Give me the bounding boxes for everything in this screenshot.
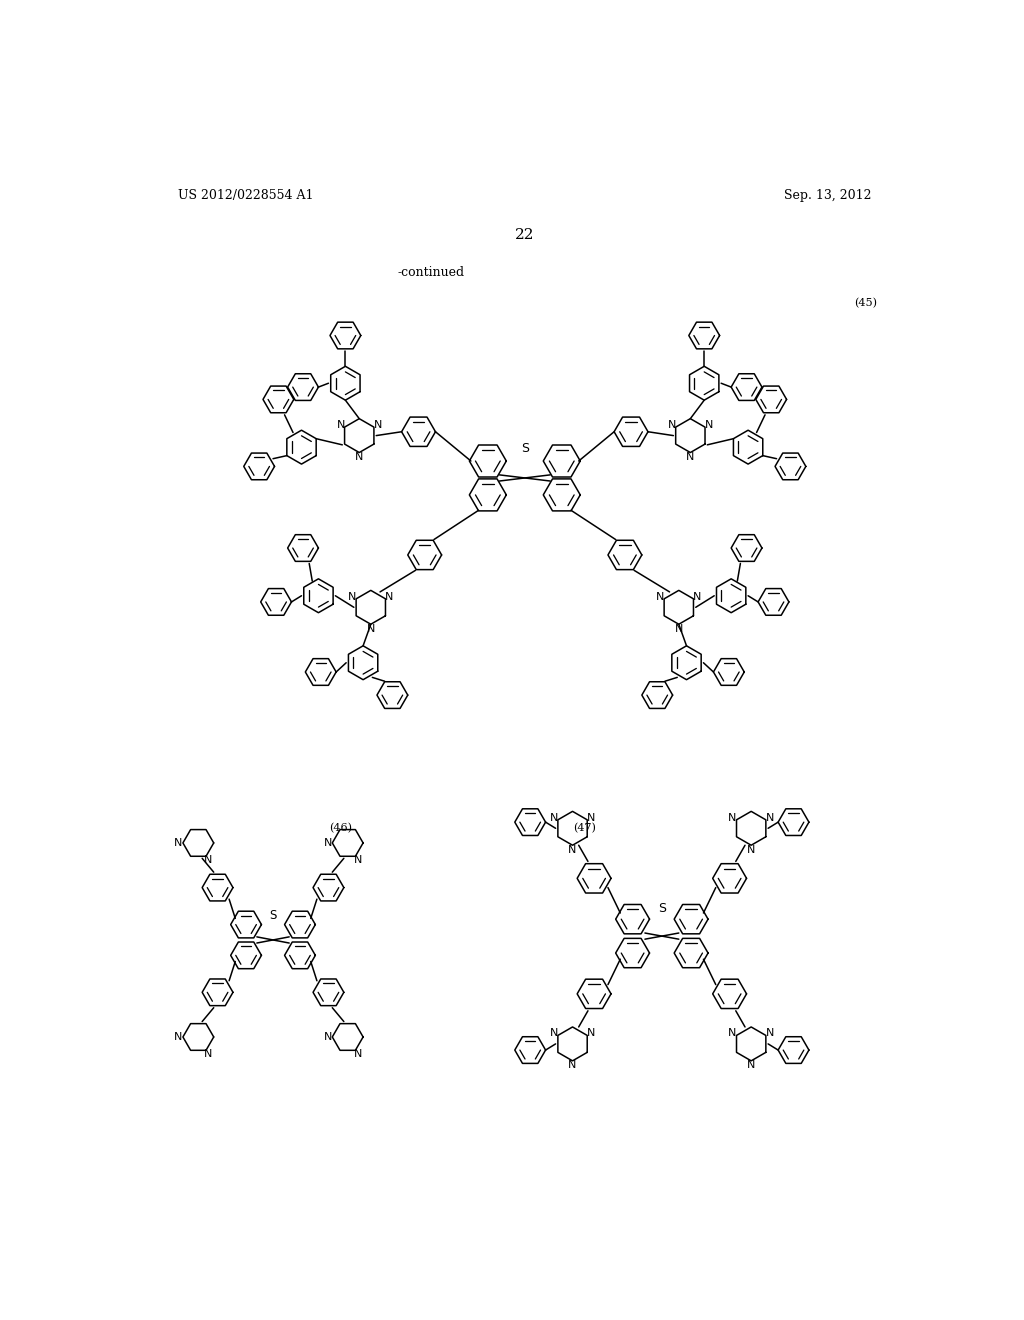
Text: S: S [657, 902, 666, 915]
Text: N: N [355, 453, 364, 462]
Text: S: S [521, 442, 528, 455]
Text: N: N [353, 855, 361, 866]
Text: N: N [746, 1060, 756, 1071]
Text: N: N [204, 855, 213, 866]
Text: N: N [337, 420, 345, 430]
Text: N: N [550, 1028, 558, 1038]
Text: N: N [668, 420, 676, 430]
Text: 22: 22 [515, 228, 535, 243]
Text: -continued: -continued [397, 265, 465, 279]
Text: N: N [693, 591, 701, 602]
Text: N: N [374, 420, 382, 430]
Text: S: S [269, 908, 276, 921]
Text: US 2012/0228554 A1: US 2012/0228554 A1 [178, 189, 313, 202]
Text: N: N [174, 838, 182, 847]
Text: (45): (45) [854, 298, 878, 309]
Text: (46): (46) [330, 824, 352, 833]
Text: N: N [324, 838, 332, 847]
Text: N: N [587, 1028, 595, 1038]
Text: N: N [385, 591, 393, 602]
Text: N: N [766, 1028, 774, 1038]
Text: N: N [728, 1028, 736, 1038]
Text: N: N [705, 420, 713, 430]
Text: N: N [675, 624, 683, 634]
Text: N: N [656, 591, 665, 602]
Text: N: N [174, 1032, 182, 1041]
Text: Sep. 13, 2012: Sep. 13, 2012 [783, 189, 871, 202]
Text: N: N [353, 1049, 361, 1060]
Text: N: N [568, 1060, 577, 1071]
Text: N: N [728, 813, 736, 822]
Text: N: N [568, 845, 577, 855]
Text: N: N [348, 591, 356, 602]
Text: N: N [367, 624, 375, 634]
Text: N: N [324, 1032, 332, 1041]
Text: (47): (47) [573, 824, 596, 833]
Text: N: N [766, 813, 774, 822]
Text: N: N [550, 813, 558, 822]
Text: N: N [686, 453, 694, 462]
Text: N: N [587, 813, 595, 822]
Text: N: N [746, 845, 756, 855]
Text: N: N [204, 1049, 213, 1060]
